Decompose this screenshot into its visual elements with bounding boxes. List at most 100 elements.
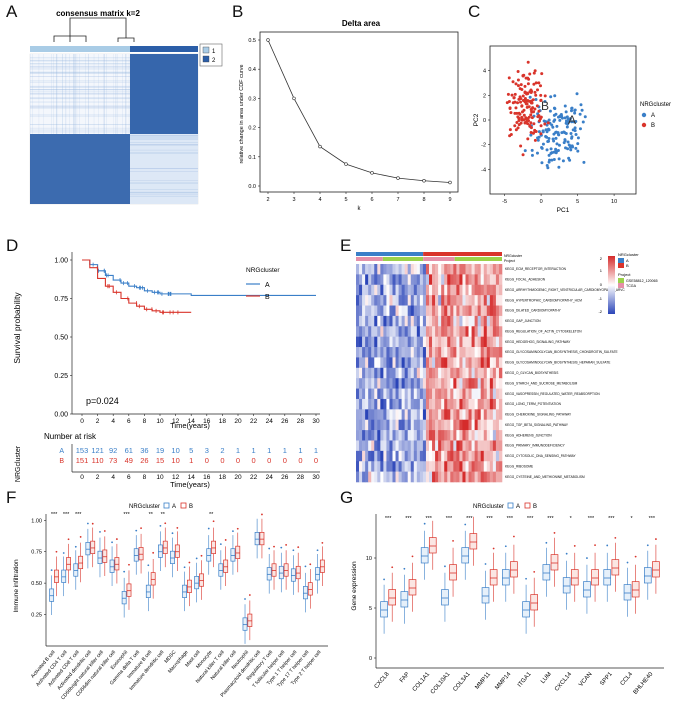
immune-outlier (316, 549, 319, 552)
gene-box (570, 569, 579, 586)
heatmap-cell (498, 264, 503, 275)
heatmap-cell (447, 419, 451, 431)
heatmap-cell (371, 378, 375, 389)
heatmap-cell (465, 347, 469, 358)
heatmap-cell (398, 284, 402, 296)
heatmap-cell (362, 378, 366, 389)
heatmap-cell (462, 471, 466, 483)
heatmap-cell (365, 295, 369, 306)
heatmap-cell (371, 471, 375, 483)
heatmap-cell (489, 419, 494, 431)
heatmap-cell (407, 378, 412, 389)
heatmap-cell (416, 419, 421, 431)
heatmap-cell (413, 336, 418, 348)
gene-outlier (504, 545, 507, 548)
heatmap-cell (416, 347, 421, 358)
pca-point-a (547, 139, 551, 143)
heatmap-cell (359, 388, 363, 400)
heatmap-cell (386, 305, 390, 317)
heatmap-cell (489, 357, 494, 369)
heatmap-cell (407, 440, 412, 452)
heatmap-cell (410, 305, 415, 317)
heatmap-cell (413, 409, 418, 421)
heatmap-legend-cluster-title: NRGcluster (618, 252, 639, 257)
heatmap-cell (462, 388, 466, 400)
heatmap-cell (477, 357, 482, 369)
heatmap-cell (459, 461, 463, 472)
risk-value: 110 (92, 456, 104, 465)
heatmap-cell (495, 450, 500, 462)
heatmap-cell (471, 367, 475, 379)
heatmap-cell (374, 347, 378, 358)
risk-value: 151 (76, 456, 89, 465)
survival-curve-a (82, 259, 316, 296)
heatmap-cell (468, 450, 472, 462)
heatmap-cell (456, 367, 460, 379)
gene-outlier (634, 555, 637, 558)
heatmap-cell (453, 450, 457, 462)
heatmap-cell (429, 440, 433, 452)
risk-value: 0 (314, 456, 318, 465)
risk-xtick-label: 6 (127, 474, 131, 481)
heatmap-cell (368, 295, 372, 306)
consensus-block-dark-1 (30, 134, 130, 204)
heatmap-cell (362, 367, 366, 379)
delta-ytick-label: 0.3 (248, 96, 256, 102)
pca-point-a (549, 95, 553, 99)
heatmap-cell (392, 315, 396, 327)
gene-box (522, 601, 530, 618)
pca-ytick-label: 2 (483, 93, 486, 99)
heatmap-cell (410, 326, 415, 337)
heatmap-colorbar (608, 256, 615, 314)
pca-point-b (534, 93, 538, 97)
heatmap-cell (356, 430, 360, 441)
heatmap-cell (441, 461, 445, 472)
heatmap-cell (444, 336, 448, 348)
pca-point-b (519, 83, 523, 87)
heatmap-cell (495, 305, 500, 317)
heatmap-cell (389, 347, 393, 358)
heatmap-cell (374, 409, 378, 421)
risk-value: 19 (156, 446, 164, 455)
heatmap-cell (453, 274, 457, 286)
heatmap-cell (395, 326, 399, 337)
heatmap-cell (365, 430, 369, 441)
heatmap-row-label: KEGG_PRIMARY_IMMUNODEFICIENCY (505, 444, 566, 448)
heatmap-cell (404, 398, 409, 410)
heatmap-cell (386, 295, 390, 306)
heatmap-cell (365, 274, 369, 286)
heatmap-scale-m1: -1 (598, 296, 602, 301)
gene-significance: * (631, 516, 634, 522)
heatmap-cell (413, 378, 418, 389)
immune-significance: *** (123, 512, 130, 518)
risk-value: 1 (252, 446, 256, 455)
immune-outlier (152, 551, 155, 554)
heatmap-cell (395, 315, 399, 327)
delta-xtick-label: 2 (266, 197, 269, 203)
heatmap-cell (374, 430, 378, 441)
pca-point-b (516, 115, 520, 119)
heatmap-cell (407, 398, 412, 410)
heatmap-cell (404, 315, 409, 327)
heatmap-cell (438, 461, 442, 472)
heatmap-cell (407, 419, 412, 431)
heatmap-cell (462, 284, 466, 296)
heatmap-row-label: KEGG_O_GLYCAN_BIOSYNTHESIS (505, 371, 558, 375)
pca-point-b (521, 153, 525, 157)
heatmap-cell (404, 450, 409, 462)
pca-point-a (553, 107, 557, 111)
heatmap-legend-project-title: Project (618, 272, 631, 277)
pca-point-b (533, 69, 537, 73)
heatmap-cell (407, 461, 412, 472)
pca-point-b (516, 78, 520, 82)
heatmap-cell (371, 430, 375, 441)
gene-box (562, 577, 571, 594)
heatmap-cell (492, 378, 497, 389)
immune-outlier (99, 531, 101, 533)
heatmap-cell (380, 295, 384, 306)
heatmap-cell (386, 419, 390, 431)
pca-point-a (555, 124, 559, 128)
heatmap-cell (356, 378, 360, 389)
heatmap-cell (450, 378, 454, 389)
heatmap-cell (495, 398, 500, 410)
